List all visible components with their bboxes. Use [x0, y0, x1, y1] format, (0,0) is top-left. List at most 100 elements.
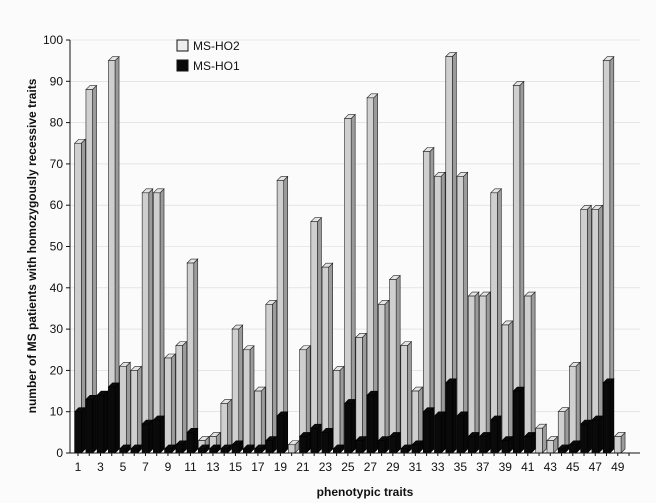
x-tick-label: 41 [521, 460, 535, 474]
bar-ms-ho2 [332, 365, 345, 454]
bar-ms-ho1-side [317, 423, 322, 454]
bar-ms-ho2-front [231, 328, 240, 454]
bar-ms-ho1-front [355, 440, 363, 454]
bar-ms-ho2-side [530, 291, 536, 454]
y-ticks: 0 10 20 30 40 50 60 70 80 90 100 [43, 33, 70, 460]
bar-ms-ho1 [366, 390, 379, 454]
bar-ms-ho1-front [231, 444, 240, 454]
bar-ms-ho2-side [384, 299, 390, 454]
bar-ms-ho1-front [198, 448, 206, 454]
bar-ms-ho2-side [542, 423, 547, 454]
bar-ms-ho1-front [276, 415, 285, 454]
x-tick-label: 47 [589, 460, 603, 474]
bar-ms-ho1-side [452, 378, 457, 454]
bar-ms-ho1-side [440, 411, 446, 454]
x-tick-label: 13 [206, 460, 220, 474]
bar-ms-ho2 [613, 431, 626, 454]
x-tick-label: 19 [274, 460, 288, 474]
bar-ms-ho2 [456, 171, 469, 454]
bar-ms-ho1 [298, 431, 311, 454]
bar-ms-ho1-front [434, 415, 442, 454]
bar-ms-ho1 [276, 411, 289, 454]
bar-ms-ho1-side [497, 415, 502, 454]
bar-ms-ho1-side [598, 415, 603, 454]
bar-ms-ho1-front [411, 444, 419, 454]
bar-ms-ho1-front [456, 415, 464, 454]
bar-ms-ho2-front [130, 370, 138, 454]
bar-ms-ho2-side [193, 258, 199, 454]
x-tick-label: 5 [120, 460, 127, 474]
bar-ms-ho2-front [389, 279, 397, 454]
bar-ms-ho2-side [81, 138, 86, 454]
x-tick-label: 33 [431, 460, 445, 474]
bar-ms-ho2-front [456, 175, 464, 454]
bar-ms-ho1 [332, 444, 345, 454]
bar-ms-ho1 [501, 435, 514, 454]
bar-ms-ho1 [467, 431, 480, 454]
bar-ms-ho2-front [501, 324, 509, 454]
x-tick-label: 37 [476, 460, 490, 474]
bar-ms-ho1-front [310, 427, 318, 454]
bar-ms-ho1-front [400, 448, 408, 454]
x-tick-label: 9 [165, 460, 172, 474]
bar-ms-ho2 [433, 171, 446, 454]
bar-ms-ho1-front [490, 419, 498, 454]
legend-label-ms-ho2: MS-HO2 [193, 39, 240, 53]
bar-ms-ho2-side [508, 320, 513, 454]
bar-ms-ho1-front [333, 448, 341, 454]
bar-ms-ho2 [141, 188, 154, 454]
bar-ms-ho1 [433, 411, 446, 454]
bar-ms-ho2-side [407, 340, 412, 454]
bar-ms-ho2 [501, 320, 514, 454]
bar-ms-ho1-side [429, 406, 435, 454]
x-tick-label: 27 [364, 460, 378, 474]
bar-ms-ho2 [490, 188, 503, 454]
bar-ms-ho1-front [602, 382, 611, 454]
bar-ms-ho2-side [463, 171, 468, 454]
bar-ms-ho1-front [422, 411, 431, 454]
y-tick-label: 80 [50, 116, 64, 130]
bar-ms-ho1 [96, 390, 109, 454]
bar-ms-ho2-side [137, 365, 142, 454]
bar-ms-ho1 [490, 415, 503, 454]
bar-ms-ho1-front [321, 432, 329, 454]
x-tick-label: 17 [251, 460, 265, 474]
bar-ms-ho2-side [429, 146, 435, 454]
bar-ms-ho2-front [467, 295, 476, 454]
bar-ms-ho1-side [587, 419, 592, 454]
bar-ms-ho2-front [119, 365, 127, 454]
legend-swatch-ms-ho1 [176, 59, 189, 72]
bar-ms-ho1-front [141, 423, 150, 454]
bar-ms-ho2 [231, 324, 244, 454]
bar-ms-ho2-front [546, 440, 554, 454]
bar-ms-ho1 [152, 415, 165, 454]
bar-ms-ho1-front [85, 399, 93, 454]
bar-ms-ho2-side [159, 188, 165, 454]
bar-ms-ho1-front [569, 444, 577, 454]
y-tick-label: 10 [50, 405, 64, 419]
bar-ms-ho2-side [339, 365, 345, 454]
bar-ms-ho2-side [362, 332, 367, 454]
bar-ms-ho1-front [557, 448, 566, 454]
bar-ms-ho1-front [153, 419, 161, 454]
bar-ms-ho2 [242, 345, 255, 454]
bar-ms-ho1 [321, 427, 334, 454]
bar-ms-ho1 [456, 411, 469, 454]
y-tick-label: 40 [50, 281, 64, 295]
bar-ms-ho1-side [463, 411, 468, 454]
bar-ms-ho2 [175, 340, 188, 454]
x-tick-label: 1 [75, 460, 82, 474]
bar-ms-ho1 [377, 435, 390, 454]
y-tick-label: 60 [50, 198, 64, 212]
bar-ms-ho1-front [580, 423, 588, 454]
bar-ms-ho2-front [400, 345, 408, 454]
bar-ms-ho1-front [512, 390, 521, 454]
bar-ms-ho1-front [344, 403, 352, 454]
bar-ms-ho1-side [283, 411, 289, 454]
bar-ms-ho1-front [299, 436, 307, 454]
bar-ms-ho2 [388, 274, 401, 454]
bar-ms-ho2-front [321, 266, 329, 454]
bar-ms-ho1 [231, 440, 244, 454]
